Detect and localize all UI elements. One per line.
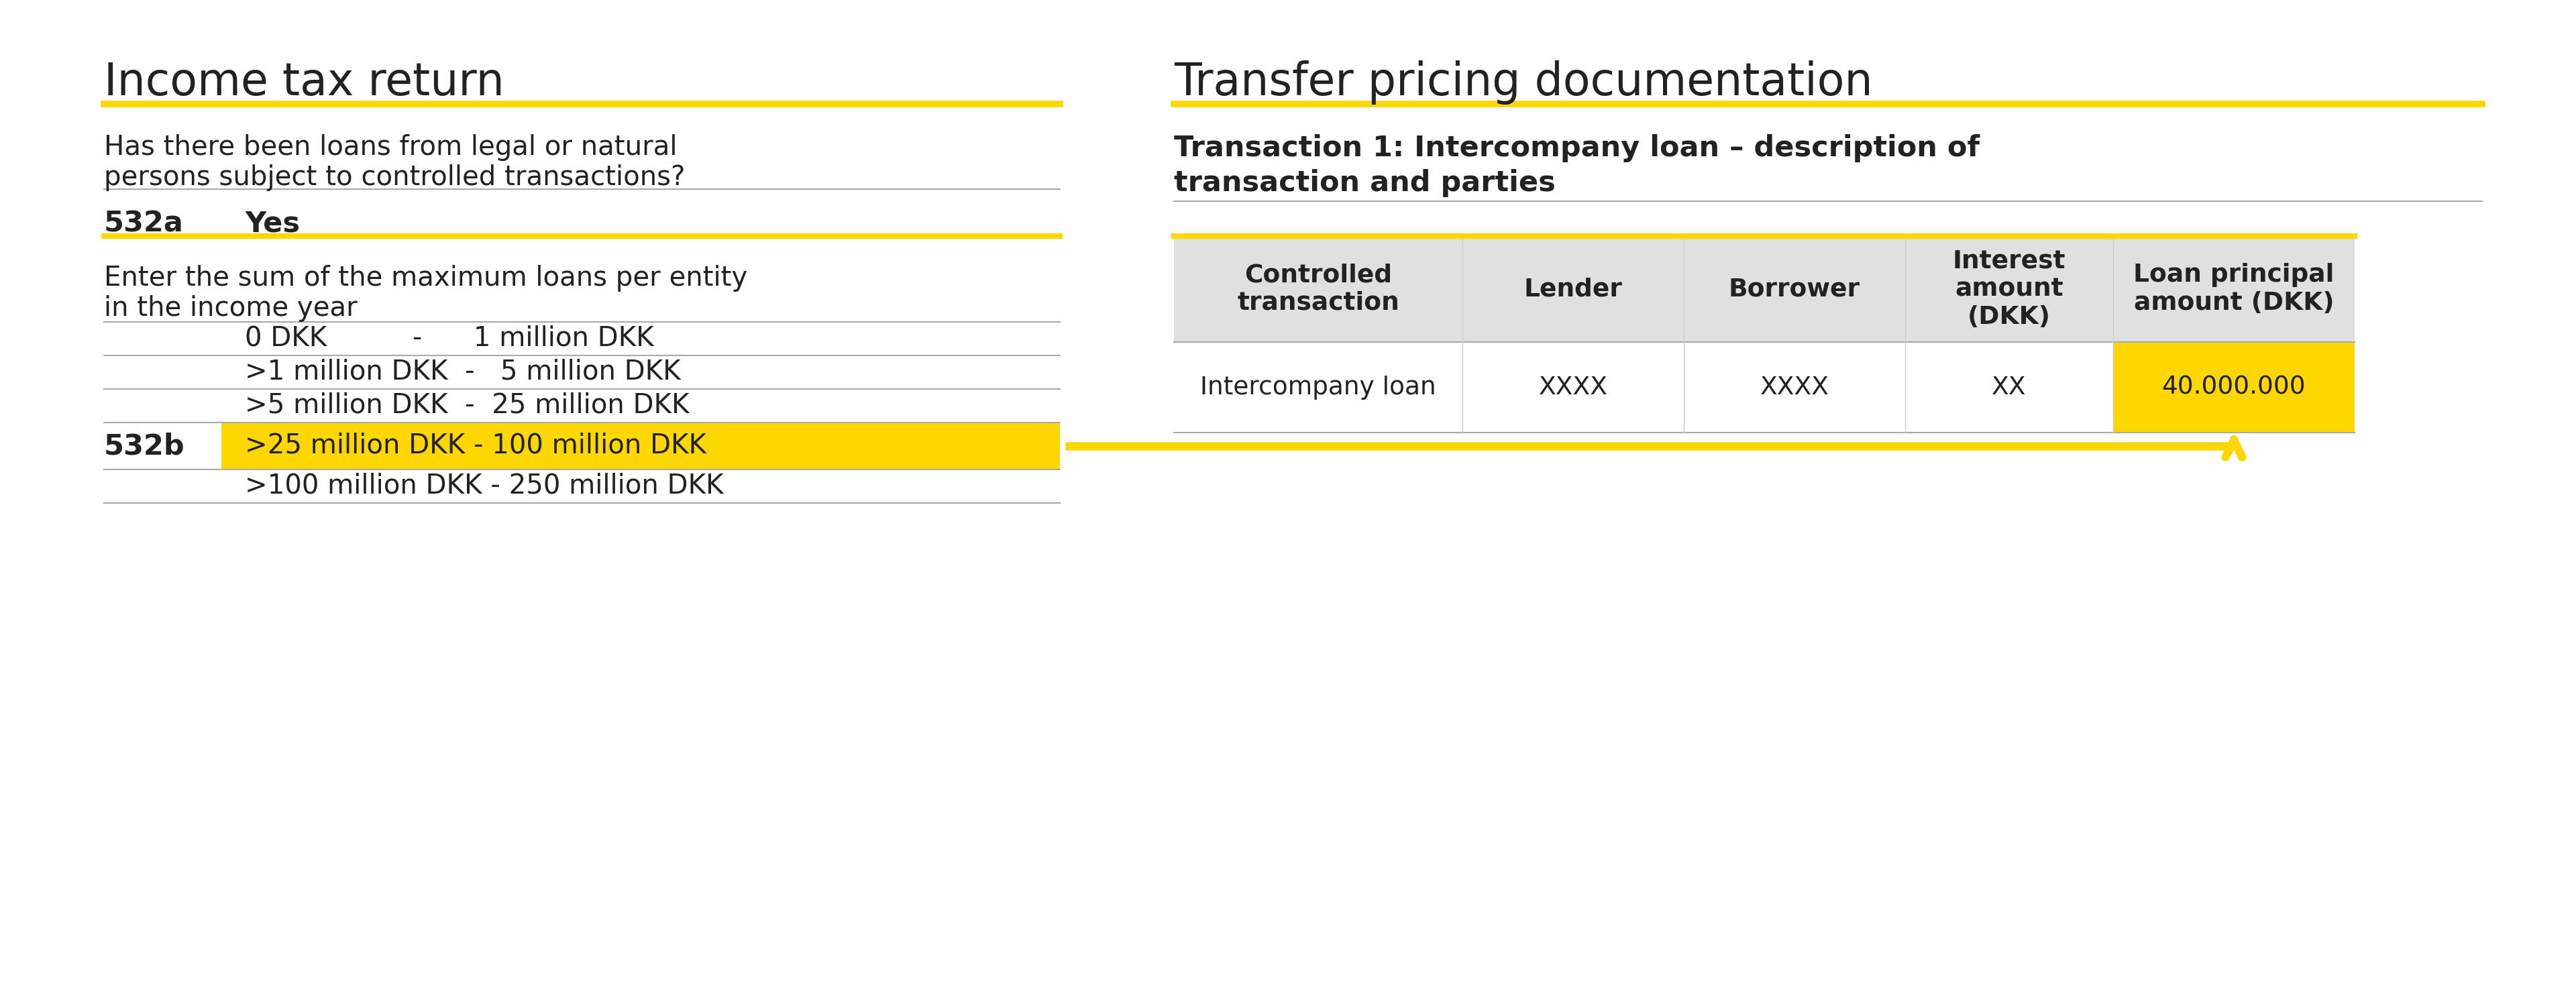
Text: Borrower: Borrower xyxy=(1728,277,1860,301)
Text: 0 DKK          -      1 million DKK: 0 DKK - 1 million DKK xyxy=(245,325,654,352)
Bar xyxy=(1175,236,2354,342)
Text: Enter the sum of the maximum loans per entity: Enter the sum of the maximum loans per e… xyxy=(103,265,747,292)
Text: XX: XX xyxy=(1991,375,2027,399)
Text: persons subject to controlled transactions?: persons subject to controlled transactio… xyxy=(103,164,685,191)
Text: Lender: Lender xyxy=(1525,277,1623,301)
Text: >1 million DKK  -   5 million DKK: >1 million DKK - 5 million DKK xyxy=(245,359,680,385)
Text: Controlled
transaction: Controlled transaction xyxy=(1236,263,1399,315)
Text: in the income year: in the income year xyxy=(103,295,358,322)
Text: >100 million DKK - 250 million DKK: >100 million DKK - 250 million DKK xyxy=(245,473,724,500)
Text: Interest
amount
(DKK): Interest amount (DKK) xyxy=(1953,249,2066,329)
Text: Loan principal
amount (DKK): Loan principal amount (DKK) xyxy=(2133,263,2334,315)
Text: Intercompany loan: Intercompany loan xyxy=(1200,375,1437,399)
Text: XXXX: XXXX xyxy=(1538,375,1607,399)
Text: Transfer pricing documentation: Transfer pricing documentation xyxy=(1175,60,1873,105)
Text: >5 million DKK  -  25 million DKK: >5 million DKK - 25 million DKK xyxy=(245,392,690,420)
Text: Income tax return: Income tax return xyxy=(103,60,505,105)
Text: Transaction 1: Intercompany loan – description of: Transaction 1: Intercompany loan – descr… xyxy=(1175,134,1981,162)
Text: XXXX: XXXX xyxy=(1759,375,1829,399)
Text: 532a: 532a xyxy=(103,209,183,237)
Text: Yes: Yes xyxy=(245,209,299,237)
Text: transaction and parties: transaction and parties xyxy=(1175,169,1556,197)
Bar xyxy=(222,423,1059,470)
Text: 532b: 532b xyxy=(103,432,185,460)
Text: Has there been loans from legal or natural: Has there been loans from legal or natur… xyxy=(103,134,677,161)
Text: 40.000.000: 40.000.000 xyxy=(2161,375,2306,399)
Bar xyxy=(2112,342,2354,433)
Text: >25 million DKK - 100 million DKK: >25 million DKK - 100 million DKK xyxy=(245,433,706,460)
